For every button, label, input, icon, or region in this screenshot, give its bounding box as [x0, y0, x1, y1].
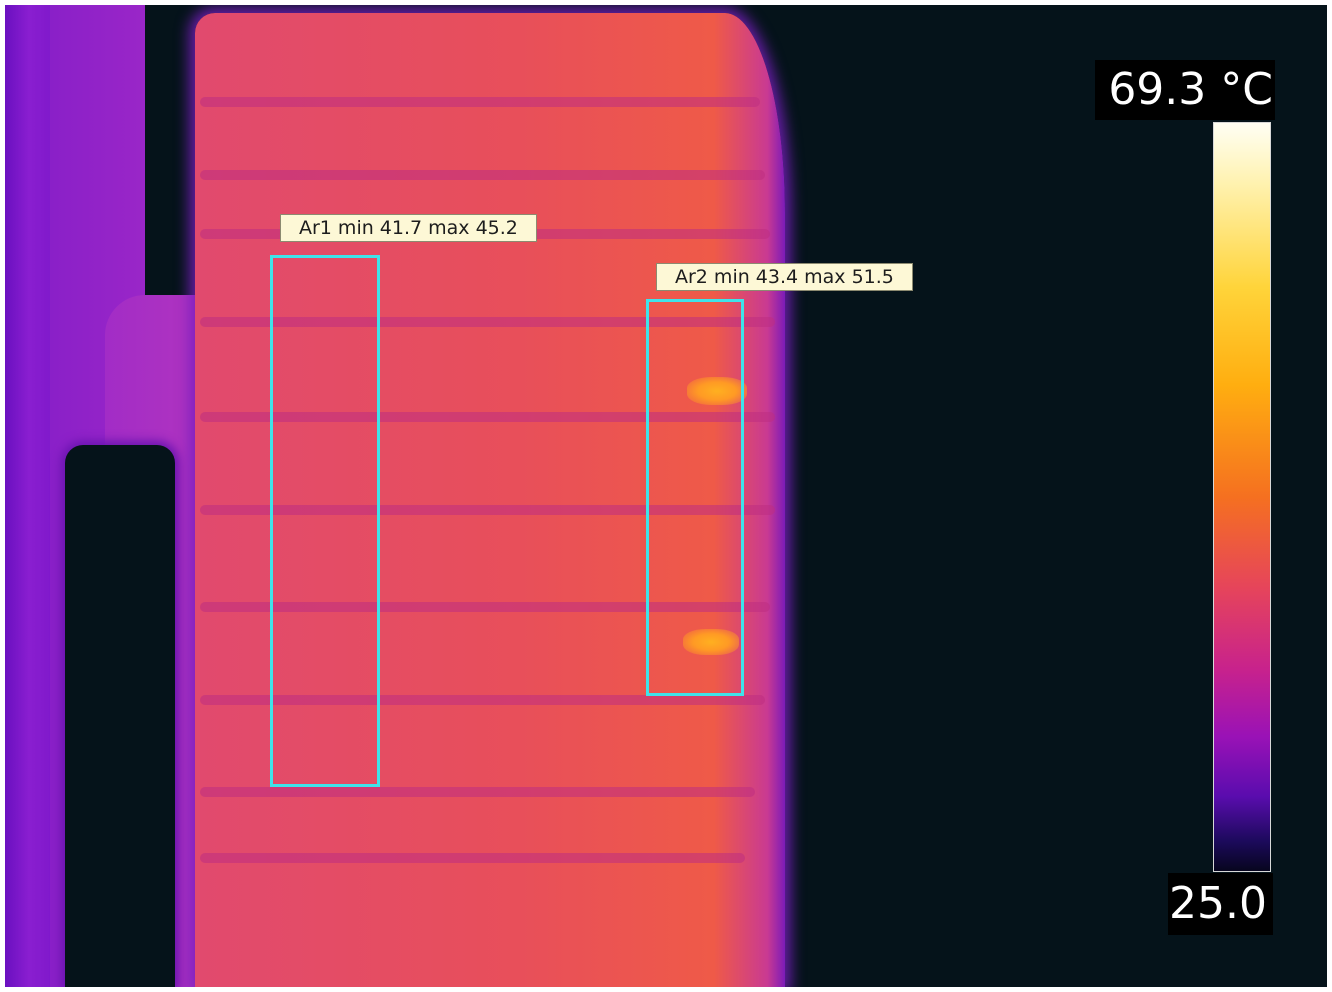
cooling-fin	[200, 695, 765, 705]
cooling-fin	[200, 505, 775, 515]
cold-shaft-shadow	[65, 445, 175, 987]
hot-spot	[683, 629, 739, 655]
hot-spot	[687, 377, 747, 405]
measurement-label-ar1: Ar1 min 41.7 max 45.2	[280, 214, 537, 242]
cooling-fin	[200, 412, 775, 422]
temperature-scale-bar	[1213, 122, 1271, 872]
cooling-fin	[200, 97, 760, 107]
cooling-fin	[200, 853, 745, 863]
scale-min-label: 25.0	[1168, 873, 1273, 935]
thermal-image: Ar1 min 41.7 max 45.2 Ar2 min 43.4 max 5…	[5, 5, 1327, 987]
scale-max-label: 69.3 °C	[1095, 60, 1275, 120]
measurement-area-ar2[interactable]	[646, 299, 744, 696]
measurement-label-ar2: Ar2 min 43.4 max 51.5	[656, 263, 913, 291]
cooling-fin	[200, 787, 755, 797]
cooling-fin	[200, 602, 770, 612]
measurement-area-ar1[interactable]	[270, 255, 380, 787]
cooling-fin	[200, 170, 765, 180]
cooling-fin	[200, 317, 775, 327]
